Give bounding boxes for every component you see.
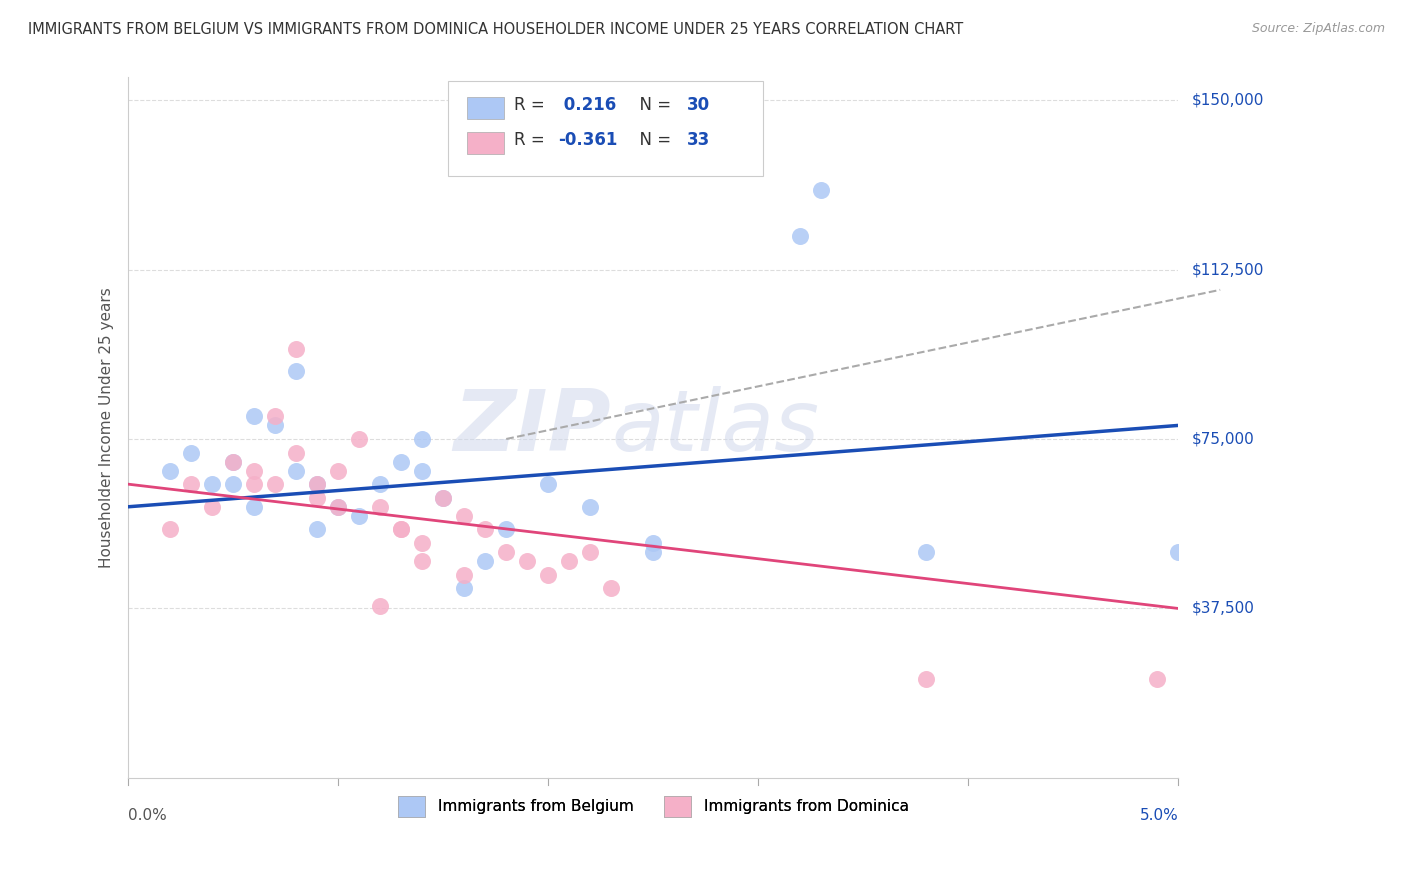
Point [474, 522, 496, 536]
FancyBboxPatch shape [449, 81, 763, 176]
FancyBboxPatch shape [467, 132, 505, 154]
Point [915, 545, 938, 559]
Point [1146, 672, 1168, 686]
Point [453, 581, 475, 595]
Point [432, 491, 454, 505]
Point [180, 477, 202, 491]
Point [495, 545, 517, 559]
Text: N =: N = [628, 131, 676, 150]
Text: $75,000: $75,000 [1192, 432, 1254, 447]
Point [307, 477, 329, 491]
Point [368, 599, 391, 614]
Point [389, 522, 412, 536]
Y-axis label: Householder Income Under 25 years: Householder Income Under 25 years [100, 287, 114, 568]
Point [243, 500, 266, 514]
Point [368, 477, 391, 491]
Text: 0.0%: 0.0% [128, 808, 167, 823]
Point [432, 491, 454, 505]
Point [389, 522, 412, 536]
Text: R =: R = [513, 131, 550, 150]
Point [285, 445, 308, 459]
Text: $112,500: $112,500 [1192, 262, 1264, 277]
Point [307, 522, 329, 536]
Point [222, 454, 245, 468]
Point [243, 409, 266, 424]
Point [243, 464, 266, 478]
Point [285, 342, 308, 356]
Point [411, 464, 433, 478]
FancyBboxPatch shape [467, 97, 505, 120]
Point [264, 409, 287, 424]
Point [222, 454, 245, 468]
Text: 0.216: 0.216 [558, 96, 616, 114]
Text: atlas: atlas [612, 386, 820, 469]
Point [643, 545, 665, 559]
Point [389, 454, 412, 468]
Point [579, 545, 602, 559]
Point [453, 508, 475, 523]
Point [201, 477, 224, 491]
Text: Source: ZipAtlas.com: Source: ZipAtlas.com [1251, 22, 1385, 36]
Text: 5.0%: 5.0% [1139, 808, 1178, 823]
Point [307, 477, 329, 491]
Point [453, 567, 475, 582]
Point [789, 228, 811, 243]
Text: R =: R = [513, 96, 550, 114]
Point [285, 464, 308, 478]
Point [328, 464, 350, 478]
Point [558, 554, 581, 568]
Text: $37,500: $37,500 [1192, 601, 1256, 616]
Point [222, 477, 245, 491]
Legend: Immigrants from Belgium, Immigrants from Dominica: Immigrants from Belgium, Immigrants from… [388, 787, 918, 826]
Text: $150,000: $150,000 [1192, 93, 1264, 108]
Point [328, 500, 350, 514]
Point [915, 672, 938, 686]
Point [349, 508, 371, 523]
Point [537, 477, 560, 491]
Text: 33: 33 [686, 131, 710, 150]
Text: -0.361: -0.361 [558, 131, 617, 150]
Point [579, 500, 602, 514]
Point [411, 536, 433, 550]
Point [159, 522, 181, 536]
Point [243, 477, 266, 491]
Point [159, 464, 181, 478]
Point [516, 554, 538, 568]
Point [411, 554, 433, 568]
Point [328, 500, 350, 514]
Point [264, 418, 287, 433]
Point [474, 554, 496, 568]
Point [349, 432, 371, 446]
Point [264, 477, 287, 491]
Point [201, 500, 224, 514]
Point [411, 432, 433, 446]
Point [180, 445, 202, 459]
Point [368, 500, 391, 514]
Point [810, 183, 832, 197]
Text: IMMIGRANTS FROM BELGIUM VS IMMIGRANTS FROM DOMINICA HOUSEHOLDER INCOME UNDER 25 : IMMIGRANTS FROM BELGIUM VS IMMIGRANTS FR… [28, 22, 963, 37]
Text: ZIP: ZIP [454, 386, 612, 469]
Point [495, 522, 517, 536]
Point [285, 364, 308, 378]
Text: 30: 30 [686, 96, 710, 114]
Point [307, 491, 329, 505]
Point [600, 581, 623, 595]
Point [1167, 545, 1189, 559]
Text: N =: N = [628, 96, 676, 114]
Point [537, 567, 560, 582]
Point [643, 536, 665, 550]
